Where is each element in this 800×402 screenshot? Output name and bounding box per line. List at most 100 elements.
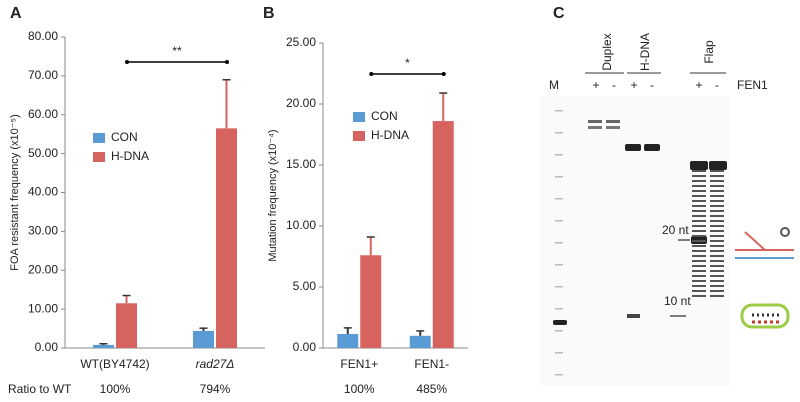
ladder — [555, 110, 724, 376]
band — [555, 110, 563, 112]
y-tick-label: 30.00 — [28, 224, 58, 238]
hairpin-diagram — [740, 303, 790, 329]
lane-label: - — [715, 78, 719, 92]
lane-label: - — [612, 78, 616, 92]
band — [710, 210, 724, 212]
x-tick-label: rad27Δ — [196, 357, 235, 371]
band — [692, 230, 706, 232]
band — [710, 230, 724, 232]
band — [692, 270, 706, 272]
band — [692, 190, 706, 192]
band — [710, 295, 724, 297]
band — [692, 290, 706, 292]
group-label: Duplex — [600, 33, 614, 70]
band — [692, 240, 706, 242]
band — [692, 295, 706, 297]
lane-label: + — [592, 78, 599, 92]
bar — [193, 330, 214, 348]
band — [555, 264, 563, 266]
panel-letter: B — [263, 5, 275, 22]
y-axis-label: FOA resistant frequency (x10⁻⁵) — [9, 114, 21, 270]
band — [710, 220, 724, 222]
band — [692, 215, 706, 217]
y-tick-label: 5.00 — [293, 279, 317, 293]
band — [555, 154, 563, 156]
band — [710, 175, 724, 177]
bar — [432, 121, 454, 348]
ratio-row-label: Ratio to WT — [8, 382, 72, 396]
legend-swatch — [353, 131, 365, 141]
enzyme-label: FEN1 — [737, 78, 768, 92]
marker-label: M — [549, 78, 559, 92]
band — [555, 220, 563, 222]
y-tick-label: 20.00 — [286, 96, 316, 110]
legend-swatch — [353, 112, 365, 122]
bracket-end — [369, 72, 374, 76]
band — [692, 275, 706, 277]
ratio-label: 100% — [100, 382, 131, 396]
band — [555, 132, 563, 134]
band — [710, 250, 724, 252]
band — [692, 260, 706, 262]
legend-swatch — [93, 133, 105, 143]
y-tick-label: 20.00 — [28, 262, 58, 276]
group-label: H-DNA — [638, 33, 652, 71]
significance-label: ** — [172, 44, 182, 58]
band — [692, 175, 706, 177]
band — [710, 235, 724, 237]
chart: A FOA resistant frequency (x10⁻⁵) 0.00 10.0… — [8, 5, 265, 396]
band — [555, 352, 563, 354]
flap-diagram — [735, 227, 794, 259]
legend-swatch — [93, 152, 105, 162]
bar — [116, 303, 137, 348]
chart: B Mutation frequency (x10⁻⁴) 0.00 5.00 10.00… — [263, 5, 468, 396]
arrow-label: 10 nt — [664, 294, 691, 308]
band — [710, 265, 724, 267]
band — [692, 220, 706, 222]
y-tick-label: 15.00 — [286, 157, 316, 171]
band — [555, 242, 563, 244]
y-tick-label: 60.00 — [28, 107, 58, 121]
band — [692, 205, 706, 207]
y-tick-label: 80.00 — [28, 29, 58, 43]
significance-label: * — [405, 56, 410, 70]
band — [710, 180, 724, 182]
bar — [216, 128, 237, 348]
band — [555, 330, 563, 332]
ratio-label: 794% — [200, 382, 231, 396]
group-label: Flap — [702, 40, 716, 64]
y-tick-label: 10.00 — [28, 301, 58, 315]
band — [710, 170, 724, 172]
band — [710, 185, 724, 187]
y-axis-label: Mutation frequency (x10⁻⁴) — [267, 129, 279, 261]
bar — [337, 333, 359, 348]
y-tick-label: 0.00 — [293, 340, 317, 354]
band — [555, 308, 563, 310]
y-tick-label: 40.00 — [28, 185, 58, 199]
legend-label: H-DNA — [111, 149, 149, 163]
bracket-end — [225, 60, 229, 64]
y-tick-label: 10.00 — [286, 218, 316, 232]
x-tick-label: FEN1+ — [340, 357, 378, 371]
bar — [360, 255, 382, 348]
y-tick-label: 0.00 — [35, 340, 59, 354]
band — [710, 255, 724, 257]
band — [710, 270, 724, 272]
band — [692, 225, 706, 227]
y-tick-label: 25.00 — [286, 35, 316, 49]
band — [710, 285, 724, 287]
band — [710, 275, 724, 277]
band — [710, 200, 724, 202]
band — [555, 176, 563, 178]
band — [692, 245, 706, 247]
band — [692, 250, 706, 252]
band — [710, 280, 724, 282]
band — [555, 374, 563, 376]
band — [692, 200, 706, 202]
band — [710, 245, 724, 247]
band — [710, 195, 724, 197]
x-tick-label: WT(BY4742) — [80, 357, 149, 371]
lane-label: - — [650, 78, 654, 92]
band — [710, 215, 724, 217]
band — [692, 170, 706, 172]
